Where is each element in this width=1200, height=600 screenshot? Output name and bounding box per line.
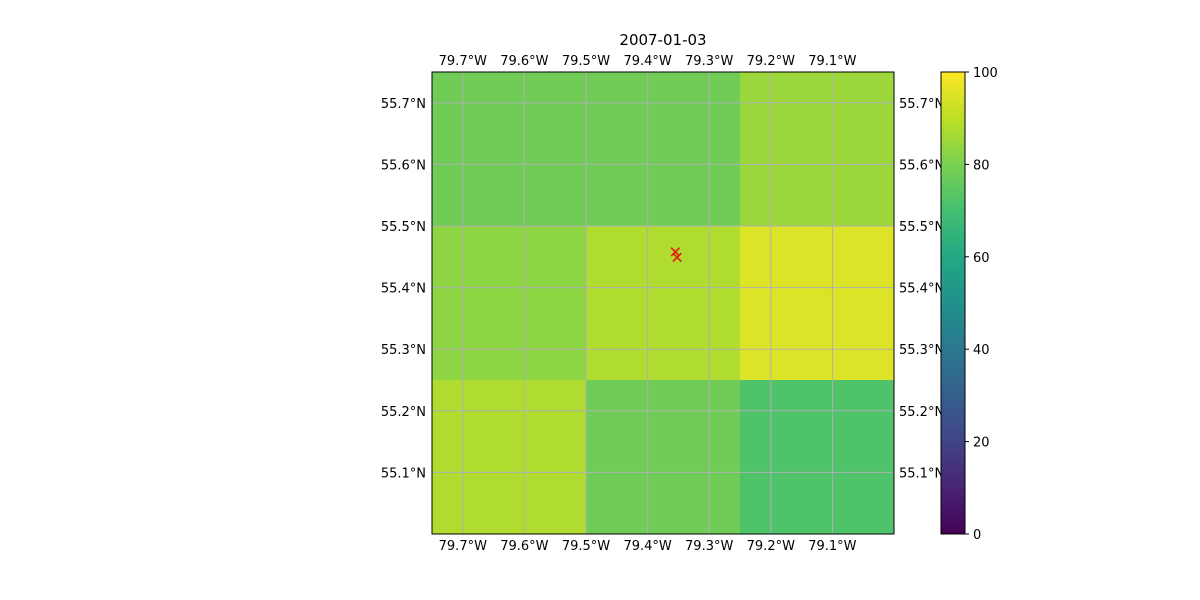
x-marker: [672, 252, 682, 263]
longitude-tick-label: 79.1°W: [808, 539, 856, 554]
latitude-tick-label: 55.1°N: [899, 466, 944, 481]
heatmap-cell: [432, 226, 586, 380]
latitude-tick-label: 55.1°N: [381, 466, 426, 481]
longitude-tick-label: 79.5°W: [562, 539, 610, 554]
heatmap-cell: [586, 72, 740, 226]
colorbar-tick-label: 40: [973, 343, 990, 358]
colorbar: 0 20 40 60 80 100: [940, 66, 998, 543]
longitude-tick-label: 79.6°W: [500, 54, 548, 69]
longitude-tick-label: 79.2°W: [747, 539, 795, 554]
latitude-tick-label: 55.4°N: [899, 282, 944, 297]
longitude-tick-label: 79.7°W: [439, 539, 487, 554]
longitude-tick-label: 79.3°W: [685, 539, 733, 554]
heatmap-cell: [740, 72, 894, 226]
latitude-tick-label: 55.6°N: [381, 158, 426, 173]
longitude-tick-label: 79.1°W: [808, 54, 856, 69]
longitude-tick-label: 79.7°W: [439, 54, 487, 69]
heatmap-cell: [740, 380, 894, 534]
longitude-tick-label: 79.2°W: [747, 54, 795, 69]
longitude-tick-label: 79.5°W: [562, 54, 610, 69]
latitude-tick-label: 55.2°N: [899, 405, 944, 420]
heatmap-cell: [432, 72, 586, 226]
latitude-tick-label: 55.7°N: [899, 97, 944, 112]
chart-title: 2007-01-03: [619, 31, 706, 49]
longitude-tick-label: 79.4°W: [623, 539, 671, 554]
latitude-tick-label: 55.5°N: [381, 220, 426, 235]
colorbar-gradient: [940, 71, 966, 535]
latitude-tick-label: 55.2°N: [381, 405, 426, 420]
longitude-tick-label: 79.4°W: [623, 54, 671, 69]
colorbar-tick-label: 20: [973, 436, 990, 451]
latitude-tick-label: 55.7°N: [381, 97, 426, 112]
longitude-tick-label: 79.6°W: [500, 539, 548, 554]
colorbar-tick-label: 60: [973, 251, 990, 266]
colorbar-tick-label: 0: [973, 528, 981, 543]
latitude-tick-label: 55.5°N: [899, 220, 944, 235]
heatmap-cell: [432, 380, 586, 534]
latitude-tick-label: 55.3°N: [899, 343, 944, 358]
longitude-tick-labels: 79.7°W 79.7°W 79.6°W 79.6°W 79.5°W 79.5°W 79.4…: [439, 54, 857, 554]
heatmap-cell: [586, 226, 740, 380]
colorbar-tick-labels: 0 20 40 60 80 100: [965, 66, 998, 543]
colorbar-tick-label: 80: [973, 158, 990, 173]
heatmap-cell: [740, 226, 894, 380]
colorbar-tick-label: 100: [973, 66, 998, 81]
latitude-tick-labels: 55.1°N 55.1°N 55.2°N 55.2°N 55.3°N 55.3°N 55.4…: [381, 97, 944, 482]
heatmap-cell: [586, 380, 740, 534]
latitude-tick-label: 55.3°N: [381, 343, 426, 358]
x-marker: [670, 247, 681, 257]
map-frame: [431, 71, 895, 535]
heatmap-cells: [432, 72, 894, 534]
longitude-tick-label: 79.3°W: [685, 54, 733, 69]
data-markers: [670, 247, 682, 263]
gridlines: [432, 72, 894, 534]
latitude-tick-label: 55.6°N: [899, 158, 944, 173]
latitude-tick-label: 55.4°N: [381, 282, 426, 297]
